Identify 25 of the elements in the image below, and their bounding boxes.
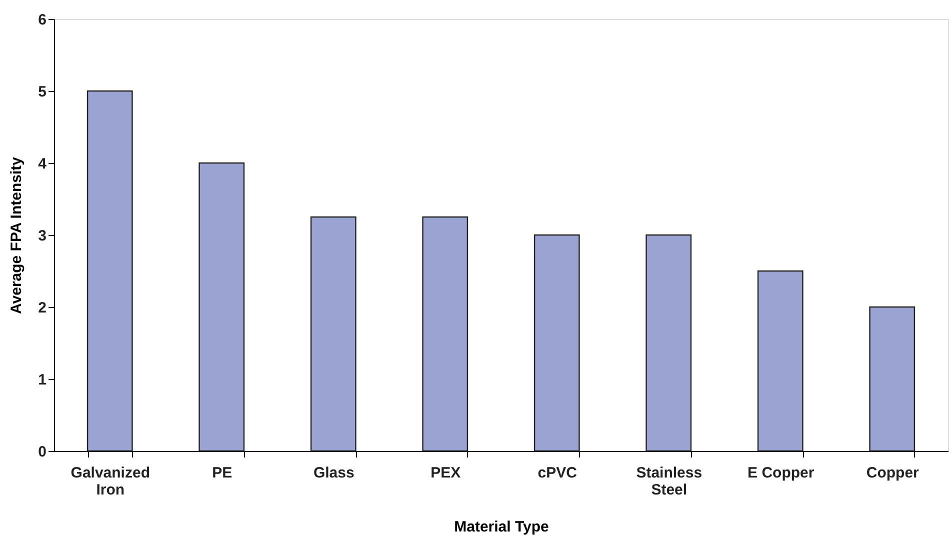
y-tick-label: 3 [38, 228, 46, 244]
bar [86, 90, 133, 452]
bar [534, 234, 580, 452]
y-tick-label: 2 [38, 300, 46, 316]
bar [646, 234, 692, 452]
x-tick-label: E Copper [748, 464, 814, 482]
y-axis-title: Average FPA Intensity [8, 156, 26, 314]
bar [869, 306, 916, 452]
y-tick-label: 5 [38, 84, 46, 100]
y-tick-label: 6 [38, 12, 46, 28]
y-tick-label: 0 [38, 444, 46, 460]
x-axis-title: Material Type [454, 518, 549, 536]
bar [757, 270, 804, 452]
y-tick-label: 4 [38, 156, 48, 172]
x-tick-label: PEX [430, 464, 461, 482]
bar [422, 216, 468, 452]
x-tick-label: Galvanized Iron [70, 464, 150, 498]
y-tick-label: 1 [38, 372, 46, 388]
x-tick-label: Copper [866, 464, 920, 482]
x-tick-label: PE [212, 464, 232, 482]
bar [310, 216, 356, 452]
x-tick-label: Stainless Steel [636, 464, 702, 498]
x-tick-label: cPVC [538, 464, 578, 482]
bar [198, 162, 245, 452]
x-tick-label: Glass [313, 464, 354, 482]
